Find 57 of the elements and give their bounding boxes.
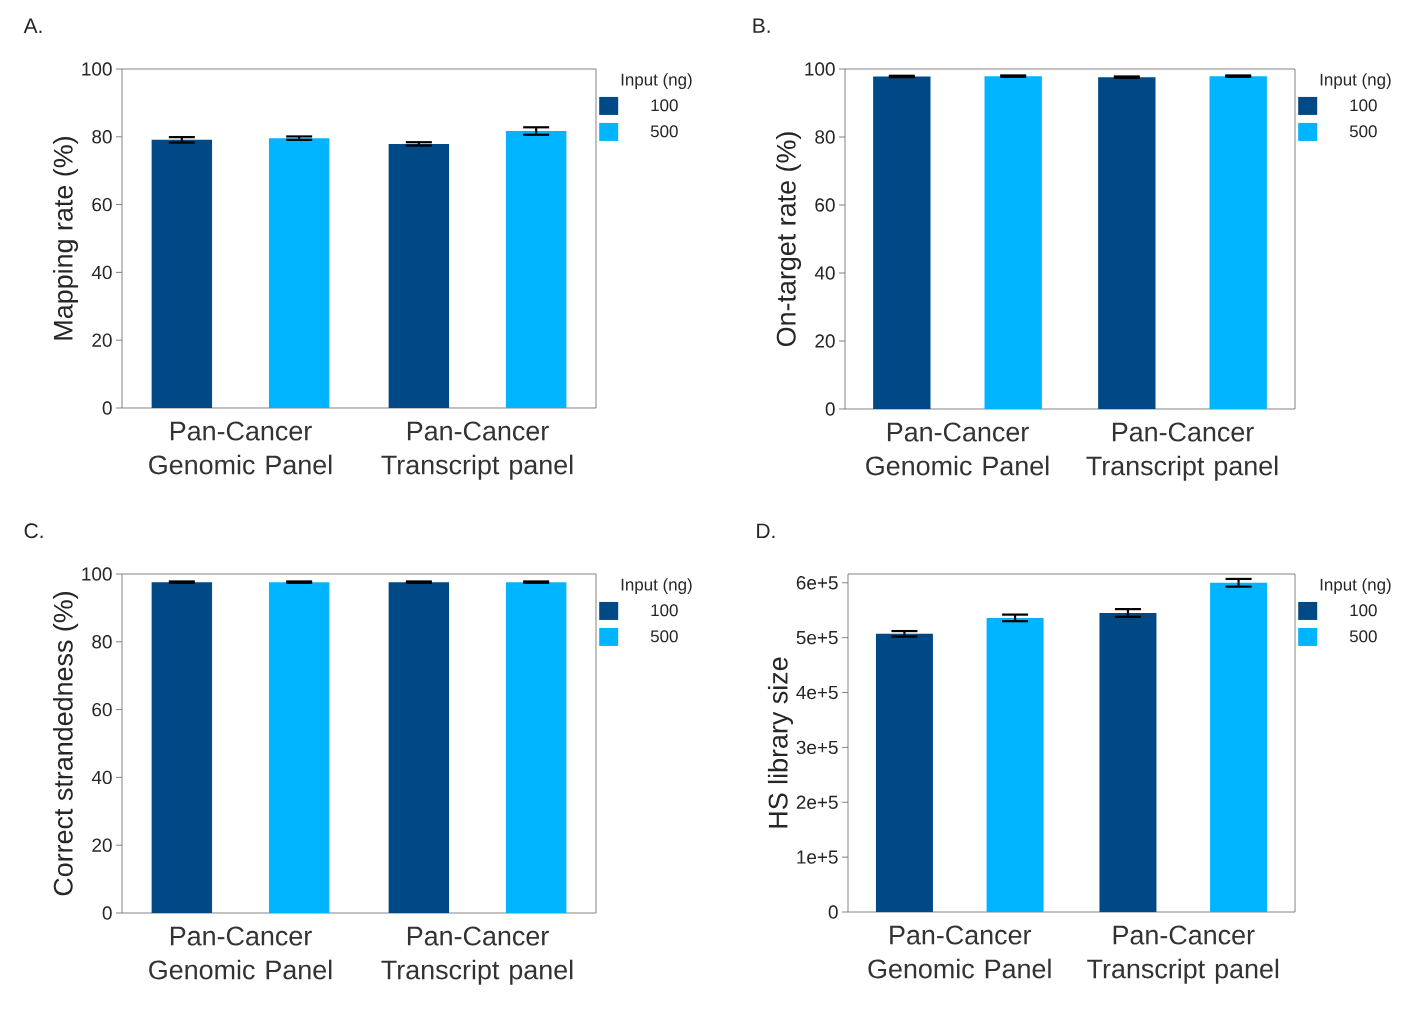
y-tick-label: 60 bbox=[92, 197, 112, 212]
legend-title: Input (ng) bbox=[1320, 578, 1391, 594]
y-tick-label: 2e+5 bbox=[796, 795, 838, 809]
x-tick-label: Pan-Cancer Genomic Panel bbox=[149, 421, 332, 475]
legend-label: 100 bbox=[651, 604, 678, 617]
chart-title: B. bbox=[753, 18, 770, 33]
legend-label: 500 bbox=[650, 125, 678, 138]
y-axis-title: On-target rate (%) bbox=[775, 132, 802, 347]
x-tick-label: Pan-Cancer Transcript panel bbox=[1087, 925, 1279, 984]
y-tick-label: 100 bbox=[82, 62, 112, 76]
x-tick-label: Pan-Cancer Transcript panel bbox=[381, 421, 573, 480]
x-tick-label: Pan-Cancer Genomic Panel bbox=[149, 926, 332, 980]
y-tick-label: 40 bbox=[814, 266, 835, 280]
x-tick-label: Pan-Cancer Transcript panel bbox=[1086, 422, 1278, 481]
y-tick-label: 0 bbox=[828, 905, 838, 919]
legend-title: Input (ng) bbox=[621, 578, 692, 594]
y-tick-label: 0 bbox=[825, 402, 835, 416]
y-tick-label: 3e+5 bbox=[796, 740, 838, 755]
y-tick-label: 4e+5 bbox=[796, 685, 838, 700]
y-tick-label: 1e+5 bbox=[797, 850, 838, 864]
y-tick-label: 60 bbox=[815, 198, 835, 212]
y-tick-label: 20 bbox=[815, 334, 835, 348]
y-tick-label: 6e+5 bbox=[796, 576, 838, 590]
y-tick-label: 5e+5 bbox=[796, 631, 838, 645]
y-tick-label: 60 bbox=[92, 702, 112, 717]
bar bbox=[986, 617, 1044, 912]
bar bbox=[875, 633, 933, 912]
y-tick-label: 20 bbox=[92, 333, 112, 347]
y-axis-title: Mapping rate (%) bbox=[52, 137, 79, 340]
y-axis-title: HS library size bbox=[767, 657, 794, 828]
x-tick-label: Pan-Cancer Genomic Panel bbox=[868, 925, 1051, 979]
y-tick-label: 100 bbox=[805, 62, 835, 76]
y-tick-label: 80 bbox=[92, 130, 112, 144]
legend-title: Input (ng) bbox=[621, 73, 692, 89]
y-tick-label: 20 bbox=[92, 838, 112, 852]
legend-label: 100 bbox=[651, 99, 678, 112]
y-axis-title: Correct strandedness (%) bbox=[52, 591, 79, 896]
chart-title: C. bbox=[24, 523, 43, 539]
y-tick-label: 40 bbox=[91, 265, 112, 280]
y-tick-label: 80 bbox=[815, 130, 835, 144]
legend-label: 500 bbox=[1349, 125, 1377, 138]
x-tick-label: Pan-Cancer Transcript panel bbox=[381, 926, 573, 985]
chart-title: D. bbox=[757, 523, 775, 539]
y-tick-label: 0 bbox=[102, 401, 112, 415]
chart-title: A. bbox=[23, 18, 42, 33]
y-tick-label: 80 bbox=[92, 635, 112, 649]
y-tick-label: 0 bbox=[102, 906, 112, 920]
bar bbox=[1210, 582, 1268, 912]
y-tick-label: 40 bbox=[91, 770, 112, 785]
bar bbox=[1099, 612, 1157, 912]
legend-label: 100 bbox=[1350, 604, 1377, 617]
legend-title: Input (ng) bbox=[1320, 73, 1391, 89]
y-tick-label: 100 bbox=[82, 567, 112, 581]
legend-label: 500 bbox=[1349, 630, 1377, 643]
legend-label: 100 bbox=[1350, 99, 1377, 112]
legend-label: 500 bbox=[650, 630, 678, 643]
x-tick-label: Pan-Cancer Genomic Panel bbox=[866, 422, 1049, 476]
